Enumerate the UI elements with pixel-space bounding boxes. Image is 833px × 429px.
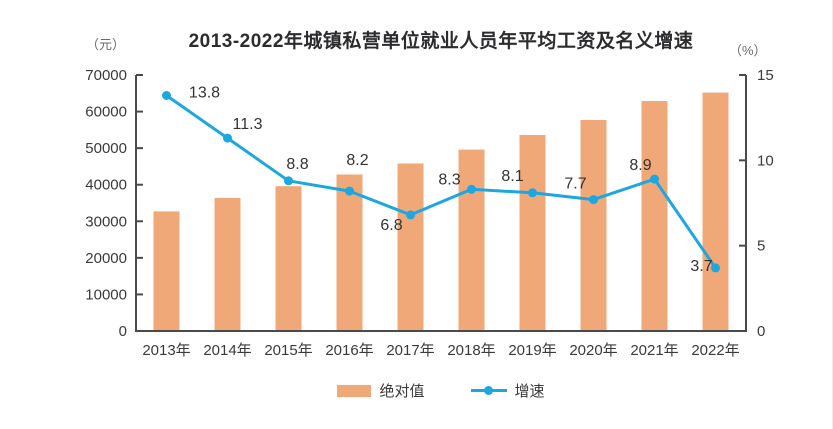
line-point-2013年 (162, 91, 171, 100)
x-axis-label: 2020年 (569, 342, 617, 359)
line-point-2021年 (650, 174, 659, 184)
line-point-2014年 (223, 133, 232, 143)
x-axis-label: 2019年 (508, 342, 556, 359)
x-axis-label: 2015年 (264, 342, 312, 359)
left-tick-label: 0 (119, 323, 127, 340)
x-axis-label: 2016年 (325, 342, 373, 359)
bar-series-swatch (337, 384, 372, 397)
data-label-2016年: 8.2 (346, 152, 368, 169)
x-axis-label: 2021年 (630, 342, 678, 359)
bar-2019年 (519, 135, 546, 331)
right-tick-label: 5 (757, 238, 765, 255)
left-tick-label: 10000 (85, 286, 127, 303)
bar-2017年 (397, 163, 424, 331)
data-label-2019年: 8.1 (501, 168, 523, 185)
line-point-2015年 (284, 176, 293, 186)
legend: 绝对值 增速 (136, 380, 746, 401)
line-point-2019年 (528, 188, 537, 198)
data-label-2020年: 7.7 (564, 176, 586, 193)
left-tick-label: 60000 (85, 104, 127, 121)
bar-2022年 (702, 92, 729, 331)
line-swatch-dot (483, 386, 493, 395)
left-tick-label: 20000 (85, 250, 127, 267)
right-tick-label: 0 (757, 323, 765, 340)
line-point-2016年 (345, 186, 354, 196)
left-axis-unit: （元） (86, 37, 126, 52)
bar-2016年 (336, 174, 363, 331)
axis-frame (135, 75, 747, 332)
data-label-2018年: 8.3 (438, 171, 460, 188)
data-label-2017年: 6.8 (380, 217, 402, 234)
legend-label-line: 增速 (514, 383, 545, 400)
x-axis-label: 2022年 (691, 342, 739, 359)
left-tick-label: 30000 (85, 213, 127, 230)
chart-title: 2013-2022年城镇私营单位就业人员年平均工资及名义增速 (188, 31, 694, 52)
growth-line (165, 94, 717, 269)
data-label-2013年: 13.8 (189, 85, 220, 102)
right-tick-label: 10 (757, 152, 774, 169)
data-label-2022年: 3.7 (690, 258, 712, 275)
left-tick-label: 40000 (85, 177, 127, 194)
x-axis-label: 2013年 (142, 342, 190, 359)
right-tick-label: 15 (757, 67, 774, 84)
line-point-2017年 (406, 210, 415, 220)
bar-2021年 (641, 101, 668, 331)
data-label-2021年: 8.9 (629, 157, 651, 174)
bar-2013年 (153, 211, 180, 331)
line-point-2018年 (467, 184, 476, 194)
bar-2015年 (275, 186, 302, 331)
legend-label-bars: 绝对值 (379, 383, 425, 400)
line-series-swatch (470, 386, 507, 395)
left-tick-label: 50000 (85, 140, 127, 157)
line-point-2020年 (589, 195, 598, 205)
bar-2014年 (214, 197, 241, 331)
bar-2020年 (580, 120, 607, 331)
x-axis-label: 2018年 (447, 342, 495, 359)
legend-item-bars: 绝对值 (337, 380, 425, 401)
x-axis-label: 2017年 (386, 342, 434, 359)
right-axis-unit: （%） (729, 43, 767, 58)
bar-2018年 (458, 149, 485, 331)
data-label-2015年: 8.8 (286, 156, 308, 173)
line-point-2022年 (711, 263, 720, 273)
left-tick-label: 70000 (85, 67, 127, 84)
legend-item-line: 增速 (470, 380, 545, 401)
x-axis-label: 2014年 (203, 342, 251, 359)
data-label-2014年: 11.3 (233, 116, 263, 133)
